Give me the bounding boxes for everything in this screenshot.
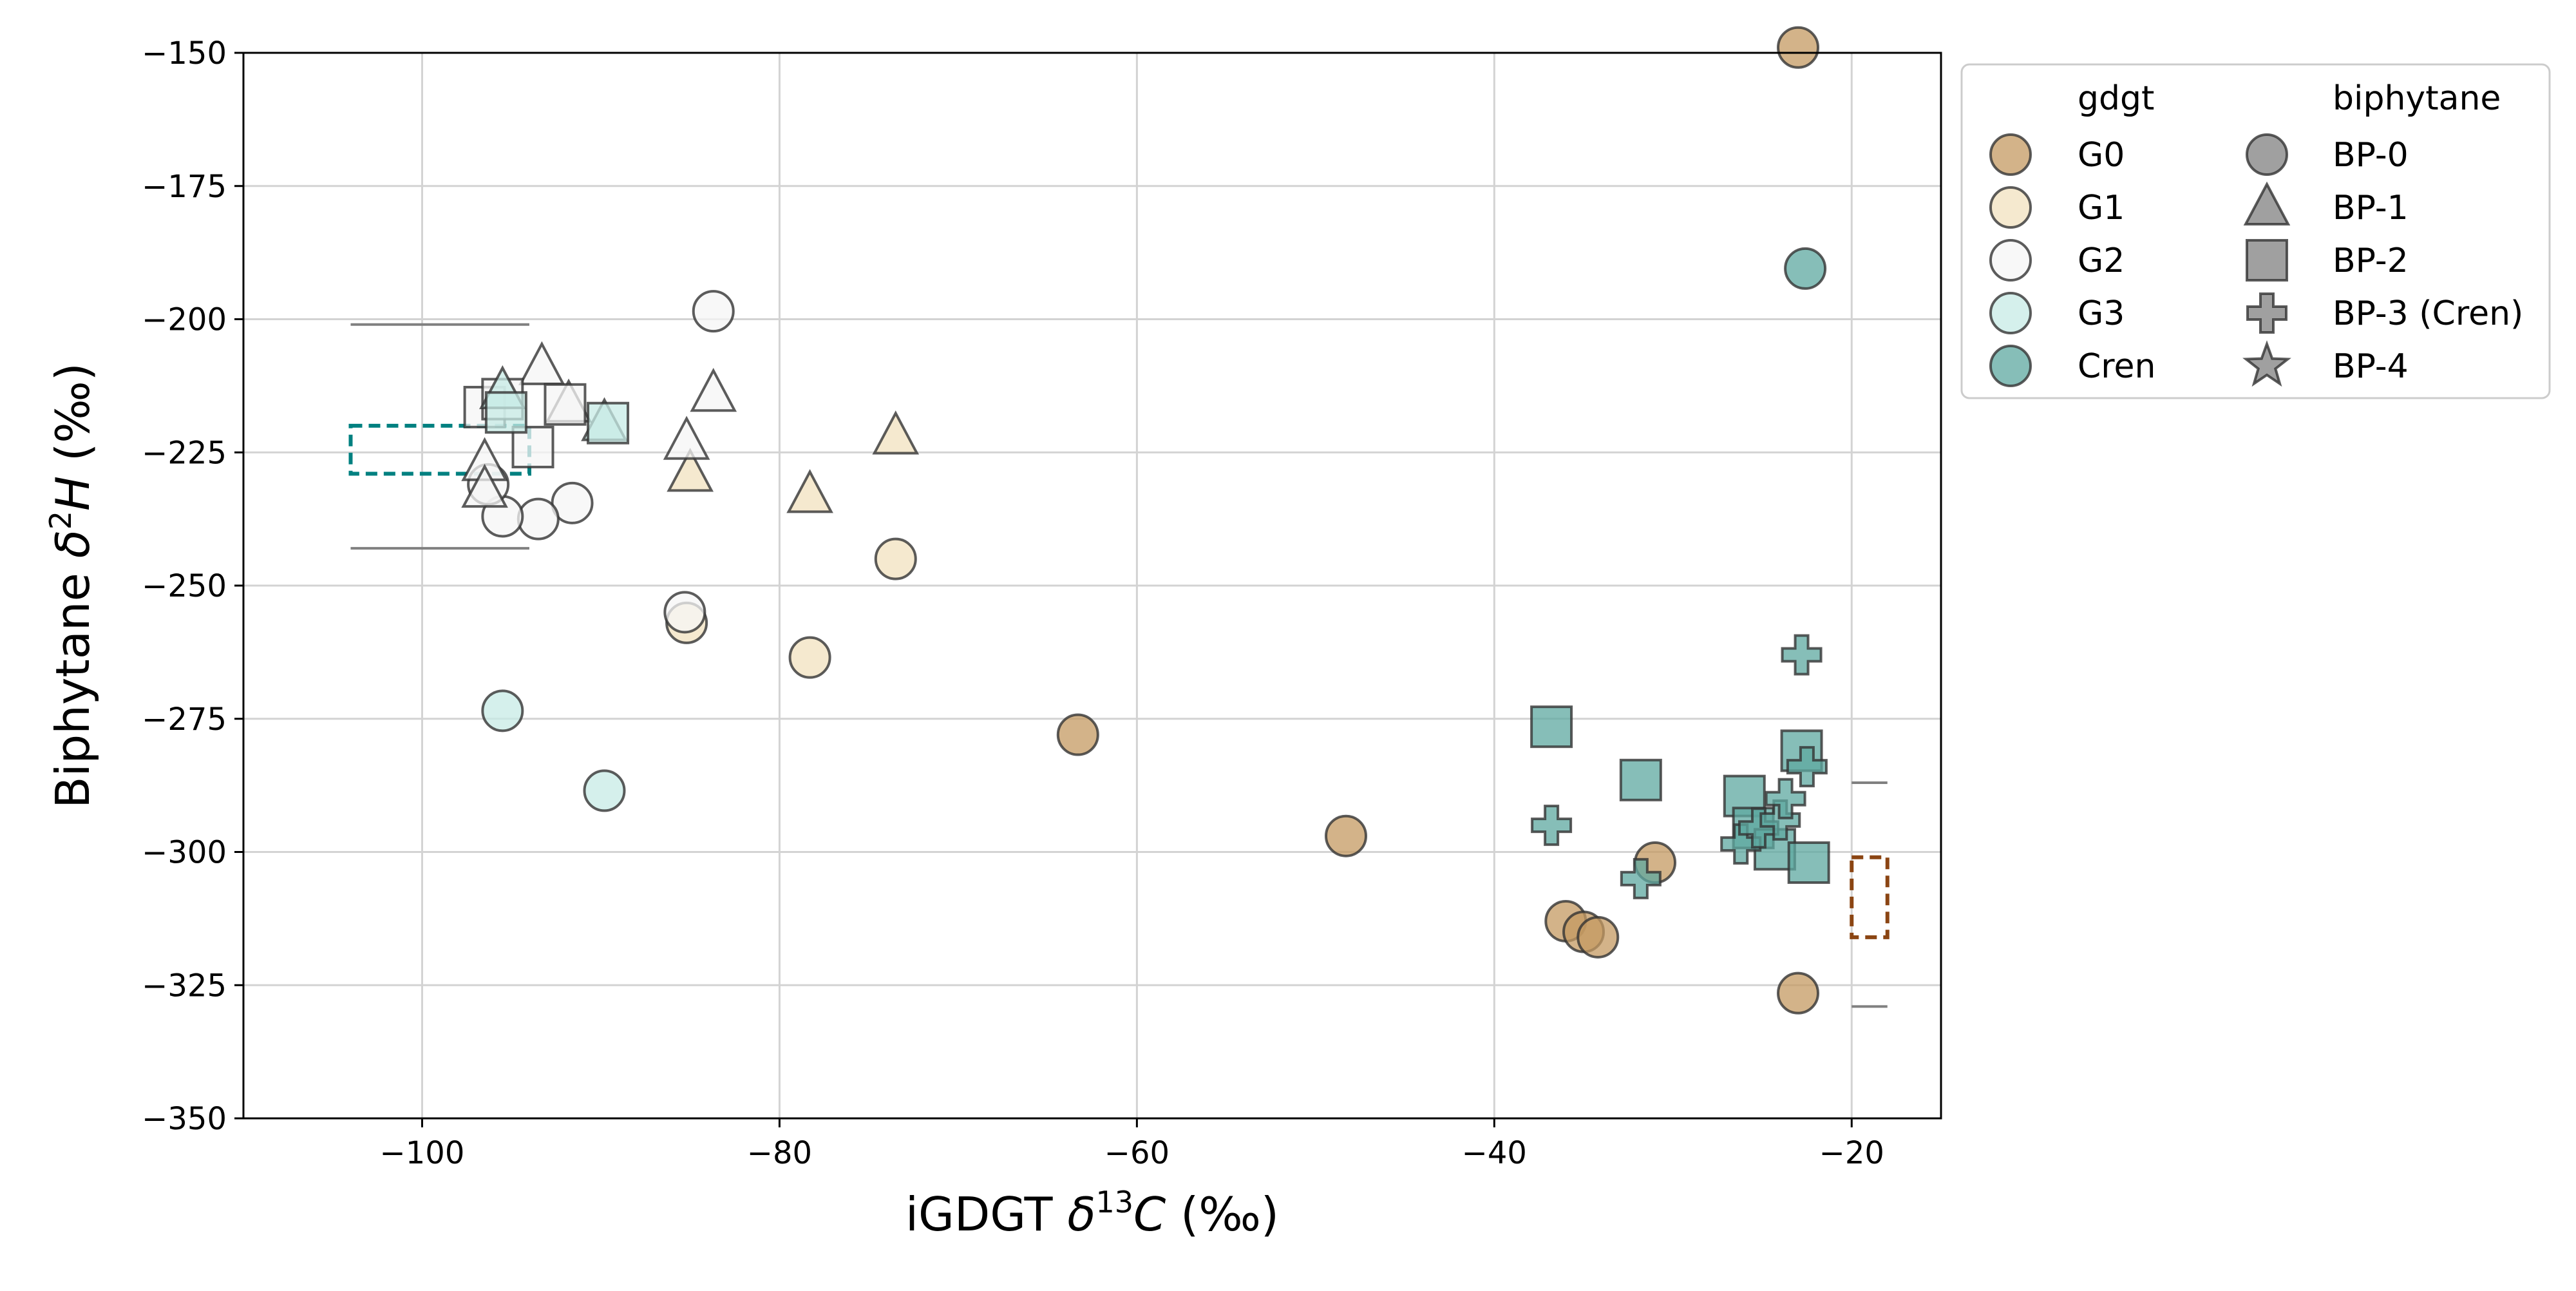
point-g2-square: [544, 383, 587, 426]
point-g2-circle: [663, 591, 706, 634]
point-g1-triangle: [872, 410, 920, 455]
x-tick-label: −80: [747, 1135, 812, 1171]
legend-marker-biphytane: [2246, 292, 2287, 334]
point-g2-triangle: [663, 416, 710, 460]
y-tick-label: −325: [142, 968, 227, 1004]
point-cren-square: [1619, 758, 1662, 801]
legend-marker-gdgt: [1989, 133, 2032, 176]
x-tick-label: −40: [1462, 1135, 1527, 1171]
x-tick-label: −60: [1104, 1135, 1170, 1171]
point-cren-plus: [1786, 746, 1828, 788]
legend-label-gdgt: G1: [2078, 189, 2125, 227]
y-tick-label: −175: [142, 169, 227, 205]
y-tick-label: −250: [142, 568, 227, 604]
point-g2-triangle: [690, 368, 737, 412]
point-cren-plus: [1720, 823, 1762, 865]
legend-label-biphytane: BP-0: [2333, 136, 2409, 175]
x-axis-label: iGDGT δ13C (‰): [905, 1185, 1279, 1241]
legend-marker-biphytane: [2246, 239, 2288, 282]
legend-marker-biphytane: [2242, 340, 2291, 387]
legend-title-gdgt: gdgt: [2078, 79, 2154, 118]
point-cren-plus: [1781, 634, 1823, 676]
axis-ticks: −100 −80 −60 −40 −20 −350 −325 −300 −275 −250 −225…: [142, 35, 1884, 1171]
point-g0-circle: [1777, 971, 1820, 1015]
legend-marker-biphytane: [2243, 181, 2291, 225]
range-box: [1850, 855, 1889, 939]
y-tick-label: −350: [142, 1101, 227, 1137]
point-cren-plus: [1765, 778, 1806, 819]
point-g2-square: [511, 425, 554, 468]
point-cren-square: [1530, 705, 1573, 749]
point-g2-triangle: [518, 341, 565, 385]
y-axis-label: Biphytane δ2H (‰): [43, 363, 100, 808]
legend-label-biphytane: BP-3 (Cren): [2333, 294, 2523, 333]
point-g2-triangle: [461, 463, 508, 508]
point-g2-circle: [516, 497, 560, 540]
point-g3-circle: [481, 689, 524, 732]
point-g3-circle: [583, 769, 626, 812]
grid-layer: [243, 52, 1941, 1120]
legend-entries: G0 G1 G2 G3 Cren BP-0 BP-1 BP-2 BP-3 (Cren) BP-4: [1989, 133, 2523, 387]
legend-marker-gdgt: [1989, 186, 2032, 229]
y-tick-label: −225: [142, 435, 227, 471]
legend-marker-gdgt: [1989, 345, 2032, 387]
point-g3-square: [587, 401, 630, 445]
point-cren-plus: [1620, 857, 1662, 899]
legend-label-biphytane: BP-4: [2333, 347, 2409, 386]
point-cren-square: [1787, 841, 1830, 885]
point-g2-circle: [692, 290, 735, 333]
legend-label-gdgt: G2: [2078, 242, 2125, 280]
legend-label-gdgt: G3: [2078, 294, 2125, 333]
data-points: [461, 26, 1830, 1015]
legend-marker-biphytane: [2246, 133, 2288, 176]
legend-frame: [1960, 63, 2551, 399]
y-tick-label: −200: [142, 302, 227, 338]
y-tick-label: −300: [142, 835, 227, 871]
x-tick-label: −20: [1819, 1135, 1884, 1171]
point-g1-circle: [874, 537, 917, 580]
point-g1-triangle: [786, 469, 833, 513]
range-boxes: [348, 323, 1889, 1008]
point-g0-circle: [1577, 915, 1620, 959]
legend-label-biphytane: BP-1: [2333, 189, 2409, 227]
legend-marker-gdgt: [1989, 292, 2032, 334]
point-g1-circle: [788, 636, 831, 679]
point-g0-circle: [1777, 26, 1820, 69]
legend-marker-gdgt: [1989, 239, 2032, 282]
point-g0-circle: [1325, 814, 1368, 857]
legend: gdgt biphytane G0 G1 G2 G3 Cren BP-0 BP-1 BP-2 B…: [1960, 63, 2551, 399]
point-g3-square: [484, 391, 527, 434]
point-g0-circle: [1056, 713, 1099, 756]
y-tick-label: −150: [142, 35, 227, 72]
point-cren-plus: [1531, 805, 1573, 846]
legend-label-biphytane: BP-2: [2333, 242, 2409, 280]
legend-label-gdgt: G0: [2078, 136, 2125, 175]
legend-title-biphytane: biphytane: [2333, 79, 2501, 118]
x-tick-label: −100: [380, 1135, 465, 1171]
y-tick-label: −275: [142, 702, 227, 738]
legend-label-gdgt: Cren: [2078, 347, 2156, 386]
point-g1-triangle: [667, 448, 714, 492]
point-cren-circle: [1784, 247, 1827, 290]
